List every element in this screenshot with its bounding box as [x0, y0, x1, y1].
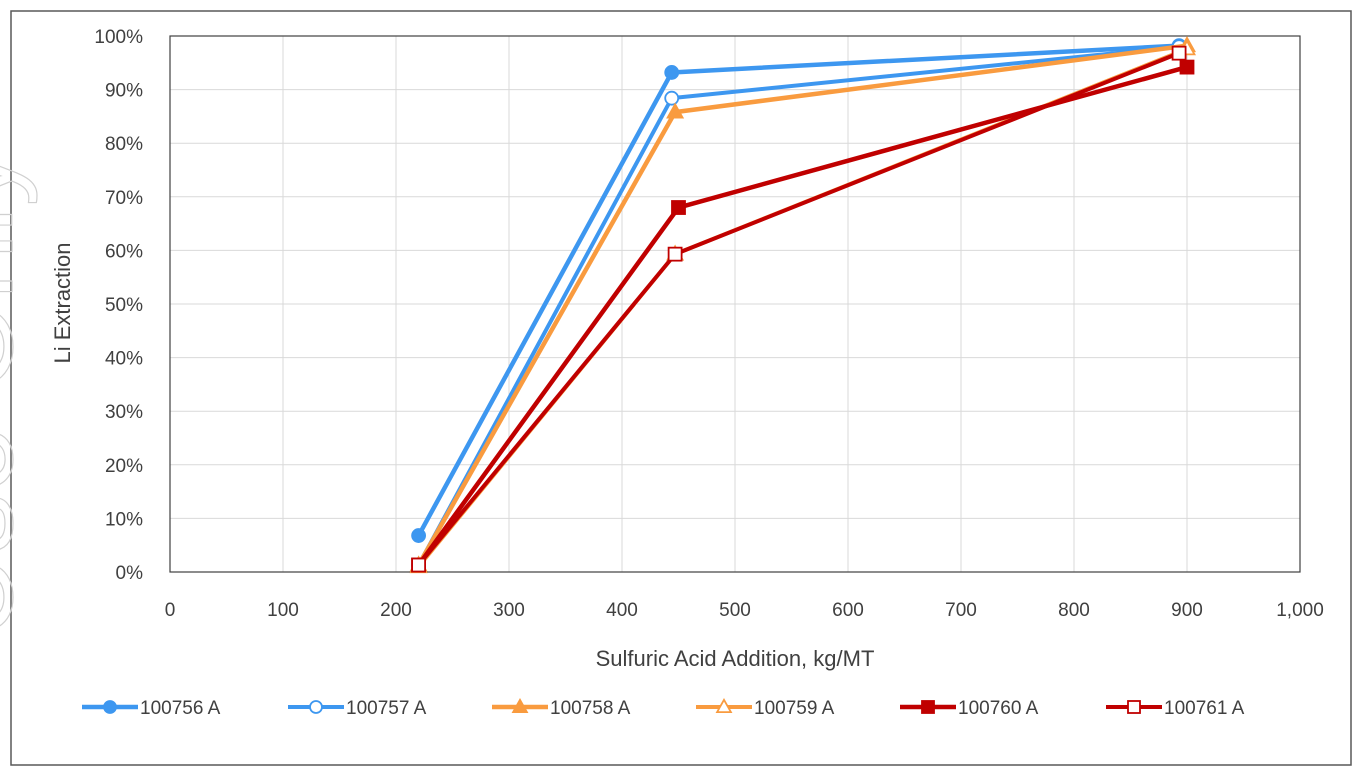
y-axis-title: Li Extraction: [50, 242, 75, 363]
data-point: [411, 557, 427, 573]
y-tick-label: 10%: [105, 509, 143, 530]
data-point: [1171, 45, 1187, 61]
data-point: [411, 528, 427, 543]
x-tick-label: 700: [945, 600, 977, 621]
series-100761-a: [411, 45, 1187, 573]
y-tick-label: 90%: [105, 81, 143, 102]
data-point: [921, 700, 935, 714]
y-tick-label: 100%: [94, 27, 143, 48]
watermark: Use Only: [0, 147, 38, 640]
chart-border: [10, 10, 1352, 766]
legend-item: 100761 A: [1106, 698, 1245, 719]
data-point: [671, 200, 686, 215]
data-point: [1127, 700, 1141, 714]
x-tick-label: 1,000: [1276, 600, 1324, 621]
plot-area: [169, 35, 1301, 573]
data-point: [1179, 59, 1195, 75]
legend-label: 100760 A: [958, 698, 1039, 719]
legend-item: 100756 A: [82, 698, 221, 719]
legend-item: 100759 A: [696, 697, 835, 719]
x-tick-label: 500: [719, 600, 751, 621]
x-tick-label: 0: [165, 600, 176, 621]
legend-label: 100759 A: [754, 698, 835, 719]
data-point: [715, 697, 733, 713]
x-tick-label: 100: [267, 600, 299, 621]
data-point: [309, 700, 323, 714]
y-tick-label: 70%: [105, 188, 143, 209]
data-point: [667, 246, 683, 262]
legend-item: 100760 A: [900, 698, 1039, 719]
y-tick-label: 0%: [116, 563, 144, 584]
x-tick-label: 600: [832, 600, 864, 621]
x-axis-title: Sulfuric Acid Addition, kg/MT: [596, 646, 875, 671]
data-point: [664, 90, 680, 106]
legend-label: 100761 A: [1164, 698, 1245, 719]
x-tick-label: 300: [493, 600, 525, 621]
data-point: [666, 102, 685, 119]
x-tick-label: 200: [380, 600, 412, 621]
legend-label: 100757 A: [346, 698, 427, 719]
x-tick-label: 400: [606, 600, 638, 621]
y-tick-label: 80%: [105, 134, 143, 155]
legend-label: 100756 A: [140, 698, 221, 719]
x-tick-label: 800: [1058, 600, 1090, 621]
y-tick-label: 60%: [105, 241, 143, 262]
legend: 100756 A 100757 A 100758 A 100759 A 100760 A…: [82, 697, 1245, 719]
y-tick-label: 20%: [105, 456, 143, 477]
series-layer: [409, 36, 1197, 574]
legend-label: 100758 A: [550, 698, 631, 719]
data-point: [103, 700, 117, 714]
axes: 0 100 200 300 400 500 600 700 800 900 1,000 0% 10% 20…: [94, 27, 1323, 621]
data-point: [664, 65, 680, 80]
y-tick-label: 50%: [105, 295, 143, 316]
x-tick-label: 900: [1171, 600, 1203, 621]
legend-item: 100757 A: [288, 698, 427, 719]
data-point: [511, 697, 529, 713]
y-tick-label: 30%: [105, 402, 143, 423]
y-tick-label: 40%: [105, 349, 143, 370]
legend-item: 100758 A: [492, 697, 631, 719]
